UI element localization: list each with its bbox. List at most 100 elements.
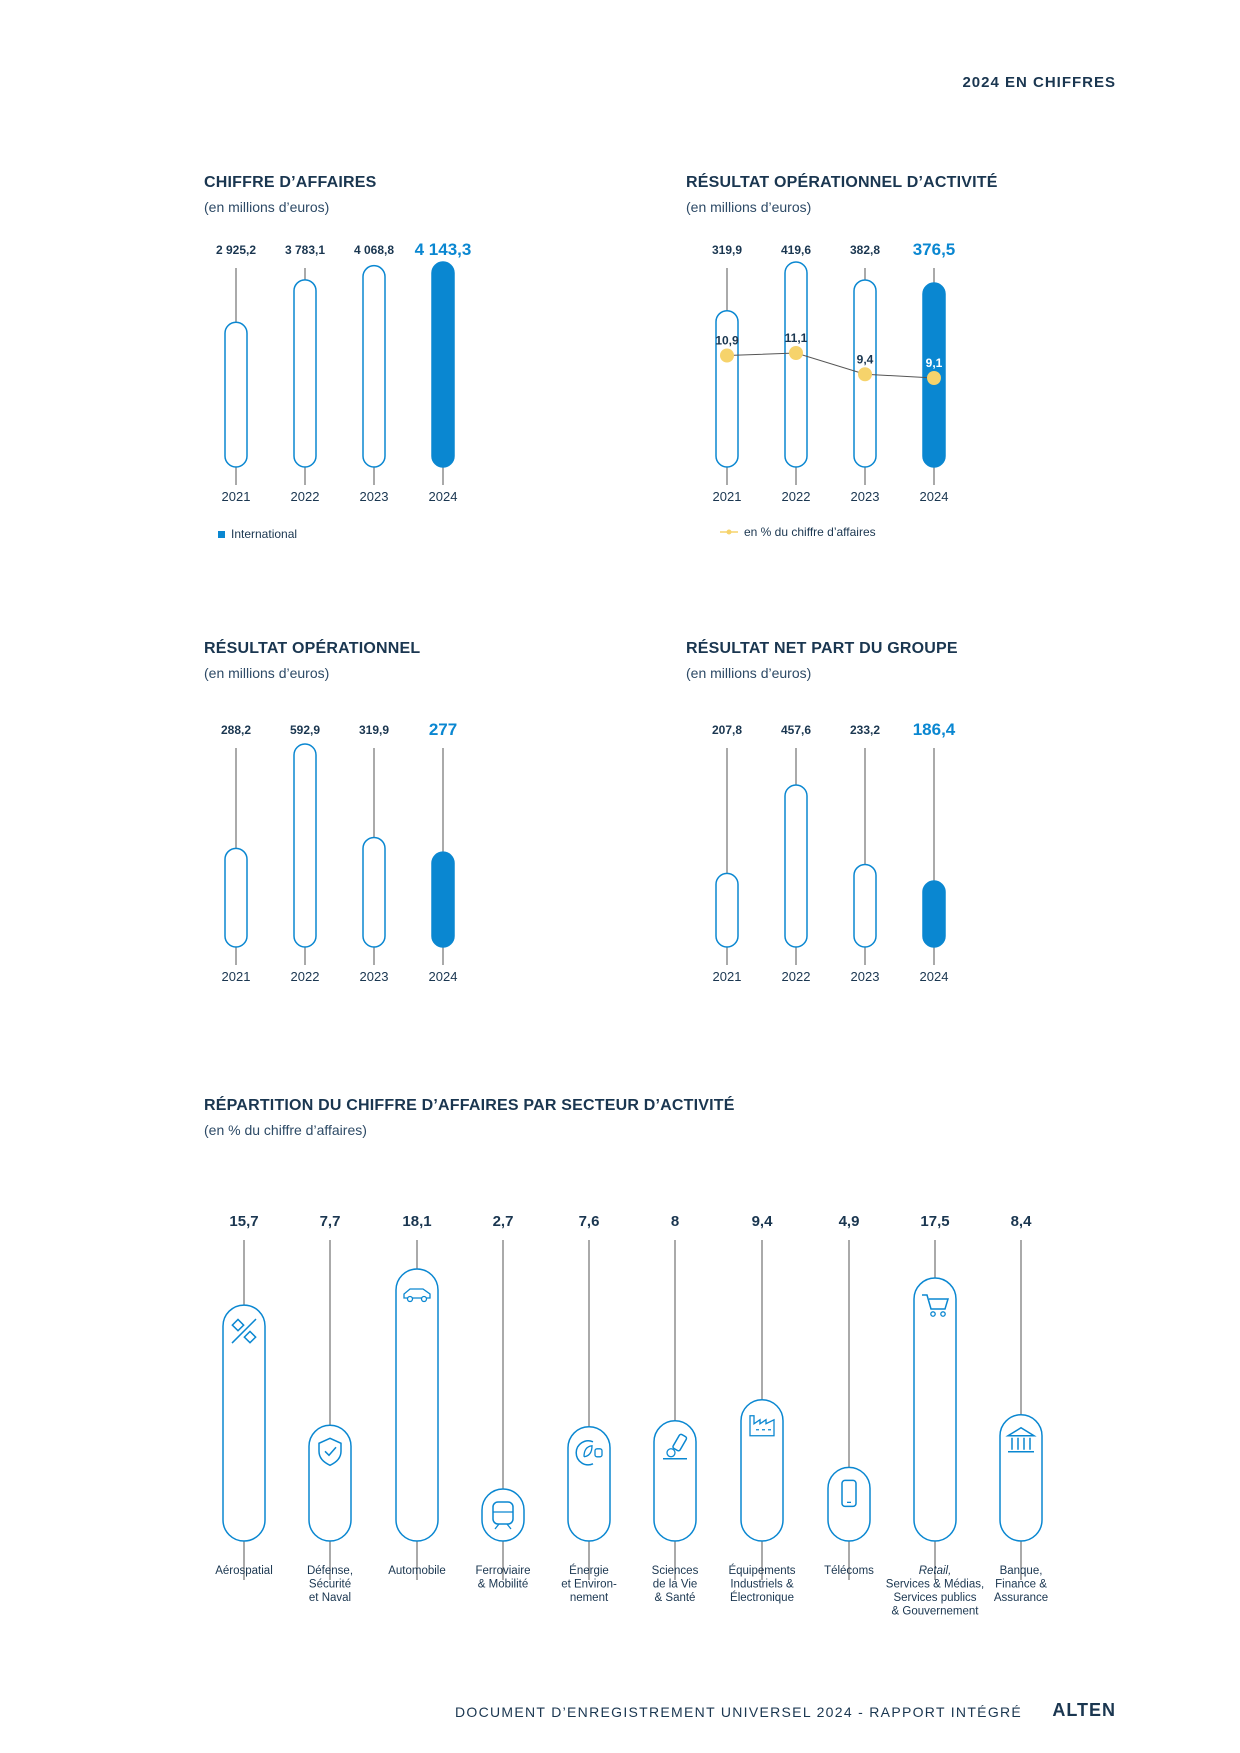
footer-brand-logo: ALTEN <box>1052 1700 1116 1720</box>
bar-2024 <box>922 880 946 948</box>
sector-icon-group <box>749 1415 775 1437</box>
sector-icon-group <box>663 1433 688 1460</box>
bar-2024 <box>431 261 455 468</box>
percent-line <box>726 352 935 379</box>
chart-title-resultat-operationnel-activite: RÉSULTAT OPÉRATIONNEL D’ACTIVITÉ <box>686 174 998 191</box>
train-icon <box>492 1501 514 1525</box>
factory-icon <box>749 1415 775 1437</box>
car-wheel <box>420 1295 428 1303</box>
percent-marker <box>927 371 941 385</box>
sector-label: Ferroviaire & Mobilité <box>476 1565 531 1591</box>
percent-label: 9,4 <box>857 352 874 366</box>
value-label: 186,4 <box>913 720 956 739</box>
value-label: 419,6 <box>781 243 811 257</box>
page-header-title: 2024 EN CHIFFRES <box>962 74 1116 91</box>
value-label: 8 <box>671 1213 679 1230</box>
sector-label-line: Finance & <box>995 1579 1047 1591</box>
sector-label-line: Sécurité <box>309 1579 351 1591</box>
sector-label-line: Automobile <box>388 1565 446 1577</box>
chart-resultat-operationnel: 288,2 2021 592,9 2022 319,9 2023 277 2024 <box>221 720 457 984</box>
value-label: 288,2 <box>221 723 251 737</box>
sector-bar <box>827 1466 871 1542</box>
car-icon <box>403 1288 431 1299</box>
sector-icon-group <box>841 1479 857 1508</box>
sector-label: Retail, Services & Médias, Services public… <box>886 1565 984 1618</box>
percent-label: 10,9 <box>715 334 739 348</box>
year-label: 2022 <box>291 969 320 984</box>
value-label: 4,9 <box>839 1213 860 1230</box>
sector-icon-group <box>492 1501 514 1530</box>
chart-resultat-net: 207,8 2021 457,6 2022 233,2 2023 186,4 2024 <box>712 720 956 984</box>
sector-bar <box>913 1277 957 1542</box>
year-label: 2022 <box>782 489 811 504</box>
bar-2023 <box>362 836 386 948</box>
sector-label: Aérospatial <box>215 1565 273 1577</box>
sector-label-line: Aérospatial <box>215 1565 273 1577</box>
value-label: 277 <box>429 720 457 739</box>
value-label: 233,2 <box>850 723 880 737</box>
year-label: 2021 <box>713 969 742 984</box>
value-label: 2,7 <box>493 1213 514 1230</box>
year-label: 2022 <box>291 489 320 504</box>
bar-2023 <box>362 264 386 468</box>
chart-title-chiffre-affaires: CHIFFRE D’AFFAIRES <box>204 174 377 191</box>
sector-label-line: & Mobilité <box>478 1579 529 1591</box>
chart-title-resultat-operationnel: RÉSULTAT OPÉRATIONNEL <box>204 640 421 657</box>
bar-2022 <box>293 743 317 948</box>
sector-label-line: Services publics <box>893 1592 976 1604</box>
chart-title-repartition-secteur: RÉPARTITION DU CHIFFRE D’AFFAIRES PAR SE… <box>204 1097 735 1114</box>
sector-bar <box>222 1304 266 1542</box>
check-mark <box>324 1446 337 1457</box>
sector-label: Énergie et Environ-nement <box>561 1564 617 1604</box>
bar-2021 <box>224 847 248 948</box>
sector-label-line: Électronique <box>730 1591 794 1604</box>
sector-label-line: Équipements <box>728 1564 795 1577</box>
value-label: 319,9 <box>359 723 389 737</box>
year-label: 2023 <box>360 969 389 984</box>
year-label: 2024 <box>429 489 458 504</box>
sector-label-line: & Santé <box>655 1592 696 1604</box>
percent-label: 9,1 <box>926 356 943 370</box>
train-rails <box>494 1523 512 1530</box>
sector-icon-group <box>403 1288 431 1303</box>
year-label: 2023 <box>360 489 389 504</box>
value-label: 382,8 <box>850 243 880 257</box>
year-label: 2023 <box>851 489 880 504</box>
sector-label-line: Industriels & <box>730 1579 794 1591</box>
legend-swatch <box>218 531 225 538</box>
value-label: 15,7 <box>229 1213 258 1230</box>
cart-wheel <box>930 1311 936 1317</box>
sector-bar <box>481 1488 525 1542</box>
value-label: 207,8 <box>712 723 742 737</box>
satellite-body <box>231 1318 257 1344</box>
sector-label: Télécoms <box>824 1565 874 1577</box>
sector-label: Automobile <box>388 1565 446 1577</box>
sector-bar <box>567 1426 611 1542</box>
sector-label-line: et Environ- <box>561 1579 617 1591</box>
bar-2024 <box>431 851 455 948</box>
sector-icon-group <box>1005 1426 1037 1453</box>
sector-label-line: de la Vie <box>653 1579 698 1591</box>
value-label: 592,9 <box>290 723 320 737</box>
sector-icon-group <box>575 1440 603 1466</box>
sector-label-line: Sciences <box>652 1565 699 1577</box>
plug <box>594 1448 603 1458</box>
satellite-panel <box>243 1330 257 1344</box>
sector-label: Banque, Finance & Assurance <box>994 1565 1048 1604</box>
footer-document-title: DOCUMENT D’ENREGISTREMENT UNIVERSEL 2024… <box>455 1704 1023 1720</box>
chart-title-resultat-net: RÉSULTAT NET PART DU GROUPE <box>686 640 958 657</box>
bank-icon <box>1005 1426 1037 1437</box>
sector-label-line: Télécoms <box>824 1565 874 1577</box>
chart-subtitle-resultat-operationnel-activite: (en millions d’euros) <box>686 199 812 215</box>
bar-2022 <box>293 279 317 468</box>
sector-label: Défense, Sécurité et Naval <box>307 1565 353 1604</box>
sector-label-line: nement <box>570 1592 609 1604</box>
year-label: 2021 <box>713 489 742 504</box>
bar-2022 <box>784 784 808 948</box>
value-label: 2 925,2 <box>216 243 256 257</box>
value-label: 8,4 <box>1011 1213 1033 1230</box>
chart-subtitle-repartition-secteur: (en % du chiffre d’affaires) <box>204 1122 367 1138</box>
energy-plug-icon <box>575 1440 594 1466</box>
value-label: 457,6 <box>781 723 811 737</box>
cart-wheel <box>940 1311 946 1317</box>
